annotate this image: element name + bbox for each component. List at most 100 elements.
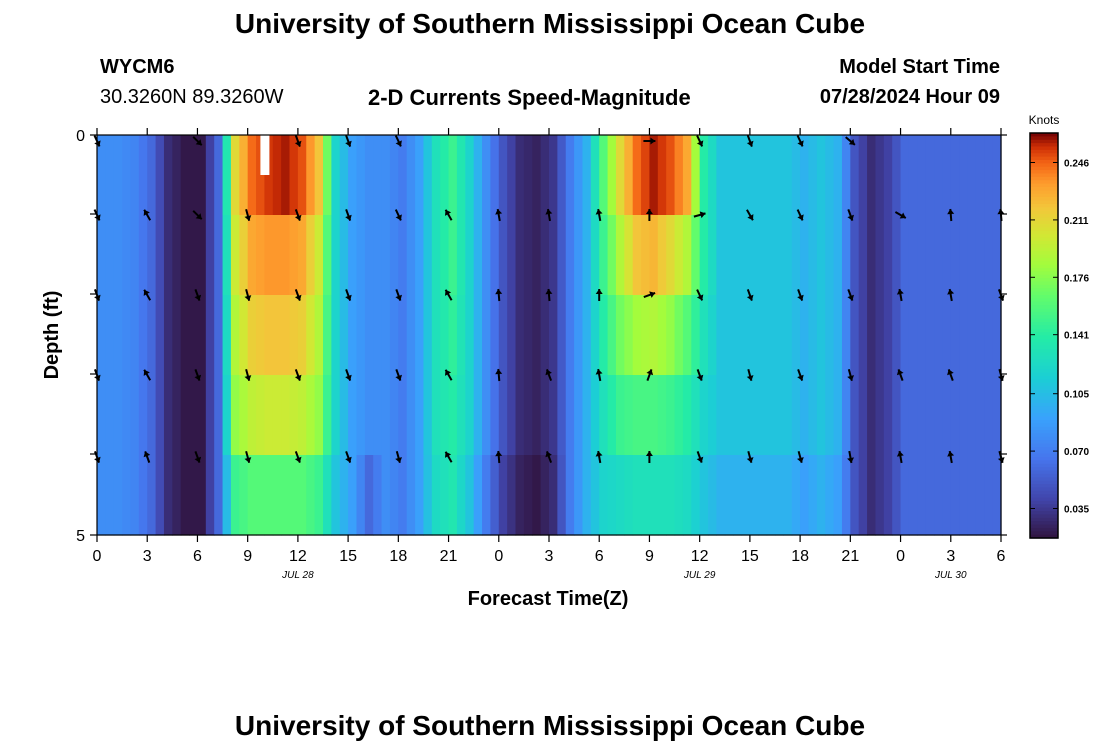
heatmap-cell: [967, 455, 977, 536]
heatmap-cell: [415, 215, 425, 296]
heatmap-cell: [641, 215, 651, 296]
current-vector: [394, 135, 402, 147]
colorbar-segment: [1030, 511, 1058, 515]
heatmap-cell: [892, 215, 902, 296]
heatmap-cell: [314, 215, 324, 296]
current-vector: [294, 451, 302, 463]
heatmap-cell: [281, 135, 291, 216]
colorbar-segment: [1030, 382, 1058, 387]
heatmap-cell: [272, 375, 282, 456]
current-vector: [294, 135, 302, 147]
heatmap-cell: [917, 375, 927, 456]
heatmap-cell: [816, 215, 826, 296]
heatmap-cell: [314, 375, 324, 456]
heatmap-cell: [180, 135, 190, 216]
heatmap-cell: [565, 375, 575, 456]
x-tick-label: 18: [389, 548, 407, 565]
heatmap-cell: [138, 375, 148, 456]
colorbar-segment: [1030, 247, 1058, 252]
current-vector: [143, 451, 151, 463]
colorbar-segment: [1030, 514, 1058, 519]
heatmap-cell: [992, 295, 1002, 376]
heatmap-cell: [942, 135, 952, 216]
heatmap-cell: [465, 375, 475, 456]
heatmap-cell: [431, 295, 441, 376]
heatmap-cell: [482, 215, 492, 296]
heatmap-cell: [490, 215, 500, 296]
current-vector: [595, 450, 603, 464]
heatmap-cell: [691, 375, 701, 456]
current-vector: [947, 450, 955, 464]
heatmap-cell: [975, 215, 985, 296]
heatmap-cell: [415, 455, 425, 536]
heatmap-cell: [775, 455, 784, 536]
heatmap-cell: [808, 215, 818, 296]
heatmap-cell: [105, 295, 115, 376]
heatmap-cell: [239, 295, 249, 376]
heatmap-cell: [189, 375, 199, 456]
current-vector: [545, 208, 553, 222]
heatmap-cell: [172, 215, 182, 296]
heatmap-cell: [356, 295, 366, 376]
colorbar-segment: [1030, 345, 1058, 350]
heatmap-cell: [415, 135, 425, 216]
heatmap-cell: [934, 455, 944, 536]
heatmap-cell: [314, 135, 324, 216]
colorbar-segment: [1030, 443, 1058, 448]
heatmap-cell: [590, 455, 600, 536]
heatmap-cell: [180, 215, 190, 296]
x-tick-label: 6: [997, 548, 1006, 565]
heatmap-cell: [306, 215, 316, 296]
x-tick-label: 3: [545, 548, 554, 565]
heatmap-cell: [364, 375, 374, 456]
colorbar-segment: [1030, 527, 1058, 532]
heatmap-cell: [97, 215, 106, 296]
heatmap-cell: [833, 295, 843, 376]
heatmap-cell: [297, 215, 307, 296]
x-tick-label: 12: [691, 548, 709, 565]
colorbar-segment: [1030, 392, 1058, 397]
heatmap-cell: [264, 135, 274, 216]
heatmap-cell: [749, 295, 759, 376]
colorbar-segment: [1030, 362, 1058, 367]
heatmap-cell: [557, 375, 567, 456]
heatmap-cell: [339, 295, 349, 376]
heatmap-cell: [674, 455, 684, 536]
heatmap-cell: [230, 135, 240, 216]
heatmap-cell: [858, 375, 868, 456]
heatmap-cell: [490, 375, 500, 456]
current-vector: [796, 135, 804, 147]
heatmap-cell: [641, 135, 651, 216]
y-tick-label: 0: [76, 128, 85, 145]
colorbar-segment: [1030, 450, 1058, 455]
colorbar-tick-label: 0.176: [1064, 273, 1089, 284]
heatmap-cell: [256, 375, 266, 456]
colorbar-segment: [1030, 433, 1058, 438]
heatmap-cell: [532, 295, 542, 376]
heatmap-cell: [113, 135, 123, 216]
heatmap-cell: [189, 295, 199, 376]
heatmap-cell: [406, 455, 416, 536]
current-vector: [746, 289, 754, 301]
heatmap-cell: [214, 375, 224, 456]
heatmap-cell: [423, 215, 433, 296]
colorbar-segment: [1030, 457, 1058, 461]
heatmap-cell: [323, 295, 332, 376]
heatmap-cell: [331, 455, 341, 536]
heatmap-cell: [339, 455, 349, 536]
heatmap-cell: [565, 135, 575, 216]
heatmap-cell: [875, 455, 885, 536]
colorbar-segment: [1030, 318, 1058, 323]
colorbar-segment: [1030, 406, 1058, 411]
heatmap-cell: [540, 135, 550, 216]
heatmap-cell: [306, 375, 316, 456]
heatmap-cell: [967, 215, 977, 296]
heatmap-cell: [373, 455, 383, 536]
heatmap-cell: [155, 455, 165, 536]
heatmap-cell: [155, 135, 165, 216]
heatmap-cell: [791, 455, 801, 536]
colorbar-segment: [1030, 133, 1058, 137]
colorbar-segment: [1030, 369, 1058, 374]
heatmap-cell: [875, 135, 885, 216]
heatmap-cell: [415, 375, 425, 456]
